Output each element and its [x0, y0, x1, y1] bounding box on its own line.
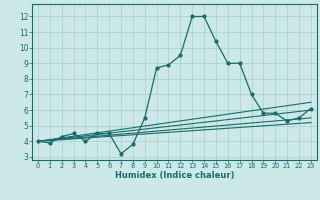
X-axis label: Humidex (Indice chaleur): Humidex (Indice chaleur)	[115, 171, 234, 180]
